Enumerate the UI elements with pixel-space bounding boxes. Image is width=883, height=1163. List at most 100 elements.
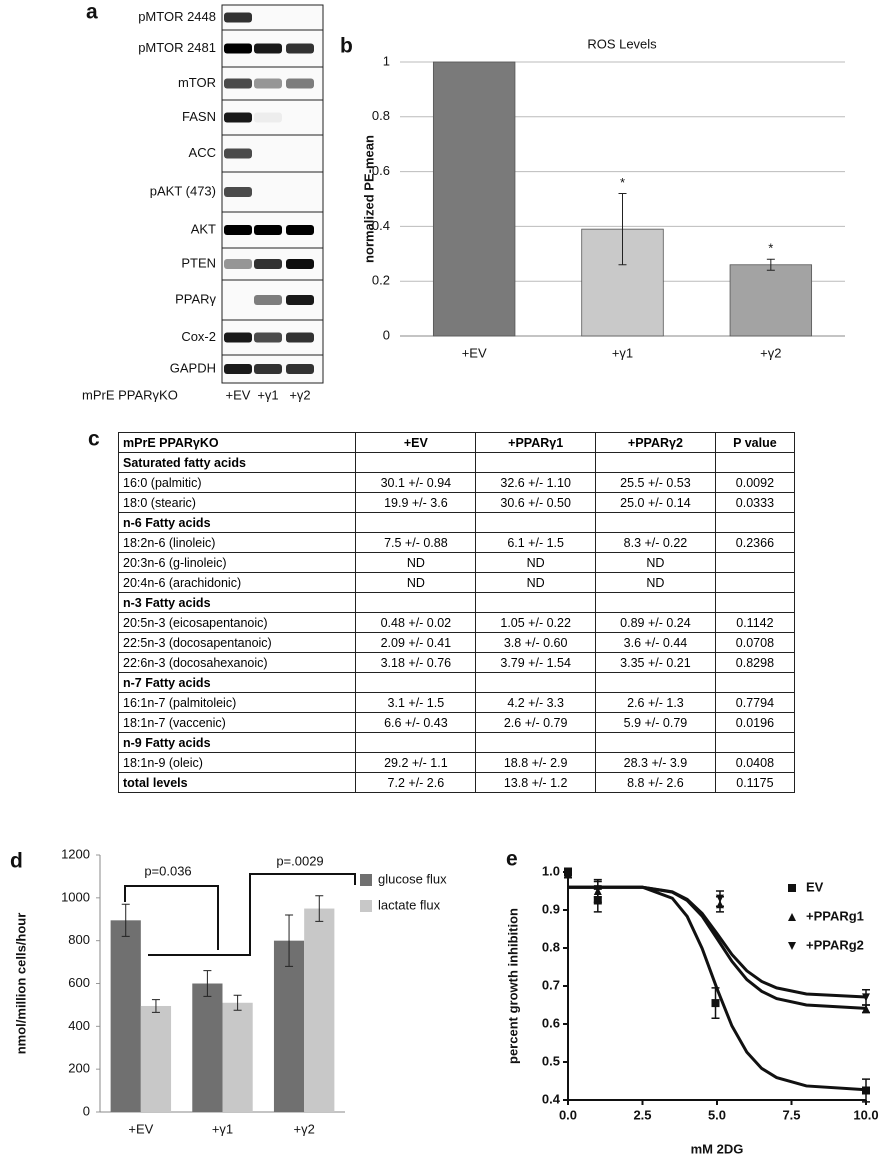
table-row: 22:5n-3 (docosapentanoic)2.09 +/- 0.413.…: [119, 633, 795, 653]
table-cell: 0.48 +/- 0.02: [356, 613, 476, 633]
blot-band: [224, 187, 252, 197]
table-cell: [596, 513, 716, 533]
table-cell: [715, 553, 794, 573]
legend-label: glucose flux: [378, 871, 447, 886]
table-cell: ND: [596, 573, 716, 593]
table-cell: 0.1175: [715, 773, 794, 793]
figure: a c pMTOR 2448pMTOR 2481mTORFASNACCpAKT …: [0, 0, 883, 1163]
table-cell: [596, 593, 716, 613]
blot-band: [254, 333, 282, 343]
blot-band: [224, 149, 252, 159]
blot-band: [254, 113, 282, 123]
x-tick-label: 10.0: [853, 1107, 878, 1122]
blot-lane-label: +γ2: [289, 387, 310, 402]
y-axis-label: normalized PE-mean: [361, 135, 376, 263]
table-cell: [596, 453, 716, 473]
y-tick-label: 0.2: [372, 273, 390, 288]
legend-marker: [788, 942, 796, 950]
blot-band: [286, 295, 314, 305]
table-cell: P value: [715, 433, 794, 453]
table-cell: 20:4n-6 (arachidonic): [119, 573, 356, 593]
table-cell: 3.35 +/- 0.21: [596, 653, 716, 673]
table-cell: 8.8 +/- 2.6: [596, 773, 716, 793]
x-tick-label: +γ1: [212, 1121, 233, 1136]
table-cell: 7.5 +/- 0.88: [356, 533, 476, 553]
blot-band: [286, 225, 314, 235]
table-cell: 25.0 +/- 0.14: [596, 493, 716, 513]
y-tick-label: 0.9: [542, 901, 560, 916]
table-cell: [715, 513, 794, 533]
x-axis-label: mM 2DG: [691, 1141, 744, 1156]
table-row: 16:1n-7 (palmitoleic)3.1 +/- 1.54.2 +/- …: [119, 693, 795, 713]
blot-band: [224, 259, 252, 269]
blot-band: [286, 333, 314, 343]
blot-band: [224, 333, 252, 343]
table-cell: 20:5n-3 (eicosapentanoic): [119, 613, 356, 633]
table-cell: [476, 673, 596, 693]
value-annotation: *: [620, 175, 625, 190]
x-tick-label: 7.5: [782, 1107, 800, 1122]
panel-letter: e: [506, 848, 518, 871]
blot-label: pMTOR 2448: [138, 9, 216, 24]
chart-title: ROS Levels: [587, 36, 657, 51]
legend-marker: [788, 913, 796, 921]
table-cell: 1.05 +/- 0.22: [476, 613, 596, 633]
table-cell: 7.2 +/- 2.6: [356, 773, 476, 793]
blot-band: [224, 79, 252, 89]
y-tick-label: 0.7: [542, 977, 560, 992]
bar: [730, 265, 812, 336]
table-cell: [476, 733, 596, 753]
legend-label: +PPARg1: [806, 908, 864, 923]
table-row: n-7 Fatty acids: [119, 673, 795, 693]
table-cell: 4.2 +/- 3.3: [476, 693, 596, 713]
table-cell: 2.6 +/- 1.3: [596, 693, 716, 713]
y-tick-label: 0.6: [372, 163, 390, 178]
table-cell: +PPARγ2: [596, 433, 716, 453]
legend-label: lactate flux: [378, 897, 441, 912]
legend-marker: [788, 884, 796, 892]
table-cell: ND: [356, 553, 476, 573]
table-cell: 6.1 +/- 1.5: [476, 533, 596, 553]
y-tick-label: 1.0: [542, 863, 560, 878]
table-cell: ND: [356, 573, 476, 593]
x-tick-label: 2.5: [633, 1107, 651, 1122]
table-cell: 19.9 +/- 3.6: [356, 493, 476, 513]
annotation: p=0.036: [144, 863, 191, 878]
table-cell: ND: [596, 553, 716, 573]
legend-label: EV: [806, 879, 824, 894]
panel-letter: b: [340, 35, 353, 58]
blot-band: [254, 225, 282, 235]
table-cell: [356, 673, 476, 693]
bar: [192, 984, 222, 1113]
blot-band: [254, 295, 282, 305]
blot-label: pMTOR 2481: [138, 40, 216, 55]
table-cell: 0.7794: [715, 693, 794, 713]
table-cell: ND: [476, 553, 596, 573]
blot-lane-label: +EV: [226, 387, 251, 402]
table-cell: 30.1 +/- 0.94: [356, 473, 476, 493]
table-row: 20:5n-3 (eicosapentanoic)0.48 +/- 0.021.…: [119, 613, 795, 633]
blot-band: [224, 44, 252, 54]
table-cell: 3.6 +/- 0.44: [596, 633, 716, 653]
table-cell: n-6 Fatty acids: [119, 513, 356, 533]
blot-label: PPARγ: [175, 291, 216, 306]
panel-letter: c: [88, 428, 100, 451]
table-cell: 28.3 +/- 3.9: [596, 753, 716, 773]
table-cell: [356, 453, 476, 473]
table-cell: 18.8 +/- 2.9: [476, 753, 596, 773]
y-tick-label: 1000: [61, 889, 90, 904]
table-cell: Saturated fatty acids: [119, 453, 356, 473]
blot-label: mTOR: [178, 75, 216, 90]
table-cell: 2.09 +/- 0.41: [356, 633, 476, 653]
table-cell: 16:1n-7 (palmitoleic): [119, 693, 356, 713]
table-cell: 0.1142: [715, 613, 794, 633]
table-cell: mPrE PPARγKO: [119, 433, 356, 453]
x-tick-label: 5.0: [708, 1107, 726, 1122]
table-cell: 3.18 +/- 0.76: [356, 653, 476, 673]
bar: [433, 62, 515, 336]
panel-letter: d: [10, 850, 23, 873]
table-cell: 8.3 +/- 0.22: [596, 533, 716, 553]
table-row: 22:6n-3 (docosahexanoic)3.18 +/- 0.763.7…: [119, 653, 795, 673]
